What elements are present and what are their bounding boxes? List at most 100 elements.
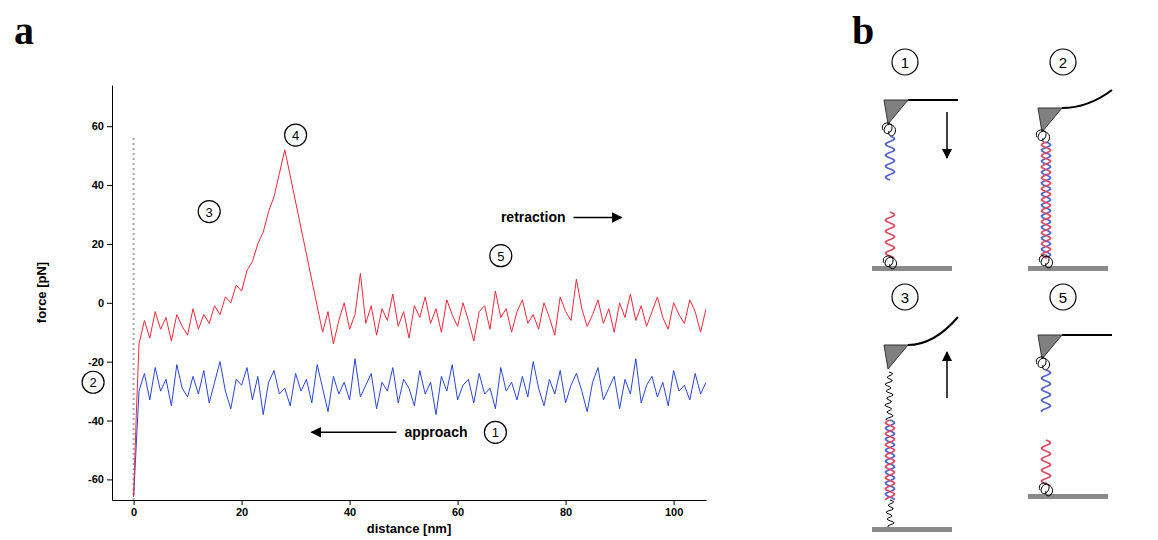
- step: 5: [1028, 284, 1112, 499]
- surface: [872, 266, 952, 271]
- step-circle: [285, 124, 307, 146]
- x-axis-title: distance [nm]: [367, 521, 452, 536]
- linker: [886, 500, 894, 527]
- dna-strand: [1042, 440, 1051, 486]
- step-circle: [490, 245, 512, 267]
- y-tick-mark: [107, 479, 112, 480]
- arrow-label: approach: [404, 424, 467, 440]
- y-tick: 60: [92, 120, 112, 132]
- y-tick-label: 40: [92, 179, 104, 191]
- x-tick: 80: [560, 500, 572, 518]
- protein: [1039, 255, 1052, 268]
- x-tick: 100: [665, 500, 683, 518]
- step-circle: [484, 421, 506, 443]
- plot-area: [134, 138, 706, 500]
- x-axis-line: [113, 500, 707, 501]
- step: 3: [872, 284, 958, 532]
- cantilever: [908, 99, 958, 101]
- force-curve: [134, 359, 706, 497]
- x-tick-mark: [674, 500, 675, 505]
- schematic: b 1 2 3 5: [852, 8, 1112, 532]
- step-number: 2: [89, 375, 96, 390]
- y-axis: -60 -40 -20 0 20 40 60: [88, 86, 112, 501]
- y-tick: 40: [92, 179, 112, 191]
- x-tick-mark: [134, 500, 135, 505]
- protein: [1036, 357, 1049, 370]
- x-tick-label: 0: [131, 506, 137, 518]
- dna-strand: [886, 136, 895, 180]
- dna-strand: [1042, 142, 1051, 258]
- protein: [1039, 483, 1052, 496]
- step-number: 5: [497, 249, 504, 264]
- y-tick: -20: [88, 356, 112, 368]
- panel-label: a: [14, 8, 34, 53]
- motion-arrow: [946, 352, 948, 398]
- y-tick-mark: [107, 244, 112, 245]
- y-tick: -60: [88, 473, 112, 485]
- y-tick: 0: [98, 297, 112, 309]
- dna-strand: [886, 420, 895, 500]
- tip: [1038, 108, 1062, 132]
- step-circle: [892, 49, 918, 75]
- x-tick: 20: [236, 500, 248, 518]
- x-tick: 60: [452, 500, 464, 518]
- force-curve: [134, 150, 706, 497]
- step-circle: [892, 284, 918, 310]
- linker: [885, 372, 893, 420]
- step-number: 1: [492, 425, 499, 440]
- step-number: 3: [206, 205, 213, 220]
- x-tick-label: 100: [665, 506, 683, 518]
- protein: [882, 123, 895, 136]
- tip: [884, 100, 908, 124]
- step: 2: [1028, 49, 1112, 271]
- direction-arrow: [573, 217, 621, 219]
- motion-arrow: [946, 112, 948, 158]
- cantilever: [908, 317, 958, 345]
- x-tick-mark: [458, 500, 459, 505]
- surface: [1028, 266, 1108, 271]
- x-tick: 0: [131, 500, 137, 518]
- protein: [883, 256, 896, 269]
- cantilever: [1062, 334, 1112, 336]
- step-circle: [82, 371, 104, 393]
- step-number: 5: [1059, 289, 1067, 306]
- x-tick-label: 80: [560, 506, 572, 518]
- contact-line: [133, 138, 135, 500]
- x-tick-mark: [242, 500, 243, 505]
- y-tick-mark: [107, 421, 112, 422]
- step-number: 2: [1059, 54, 1067, 71]
- surface: [1028, 494, 1108, 499]
- x-tick-mark: [566, 500, 567, 505]
- y-tick-label: -40: [88, 415, 104, 427]
- dna-strand: [1042, 142, 1051, 258]
- step-circle: [198, 201, 220, 223]
- y-tick-label: 20: [92, 238, 104, 250]
- x-tick-label: 60: [452, 506, 464, 518]
- arrow-label: retraction: [501, 209, 566, 225]
- y-tick-label: 0: [98, 297, 104, 309]
- y-tick-mark: [107, 303, 112, 304]
- x-tick: 40: [344, 500, 356, 518]
- cantilever: [1062, 90, 1112, 108]
- y-axis-title: force [pN]: [34, 262, 49, 323]
- step-circle: [1050, 284, 1076, 310]
- x-tick-mark: [350, 500, 351, 505]
- tip: [884, 345, 908, 369]
- x-tick-label: 20: [236, 506, 248, 518]
- surface: [872, 527, 952, 532]
- y-tick-label: -60: [88, 473, 104, 485]
- step-number: 3: [901, 289, 909, 306]
- protein: [1036, 130, 1049, 143]
- direction-arrow: [311, 432, 396, 434]
- step-circle: [1050, 49, 1076, 75]
- dna-strand: [886, 420, 895, 500]
- y-axis-line: [112, 86, 113, 501]
- step-number: 1: [901, 54, 909, 71]
- y-tick: 20: [92, 238, 112, 250]
- x-axis: 0 20 40 60 80 100: [113, 500, 707, 518]
- dna-strand: [886, 212, 895, 258]
- y-tick-mark: [107, 362, 112, 363]
- figure: a020406080100-60-40-200204060distance [n…: [0, 0, 1158, 540]
- dna-strand: [1042, 370, 1051, 412]
- panel-label: b: [852, 8, 874, 53]
